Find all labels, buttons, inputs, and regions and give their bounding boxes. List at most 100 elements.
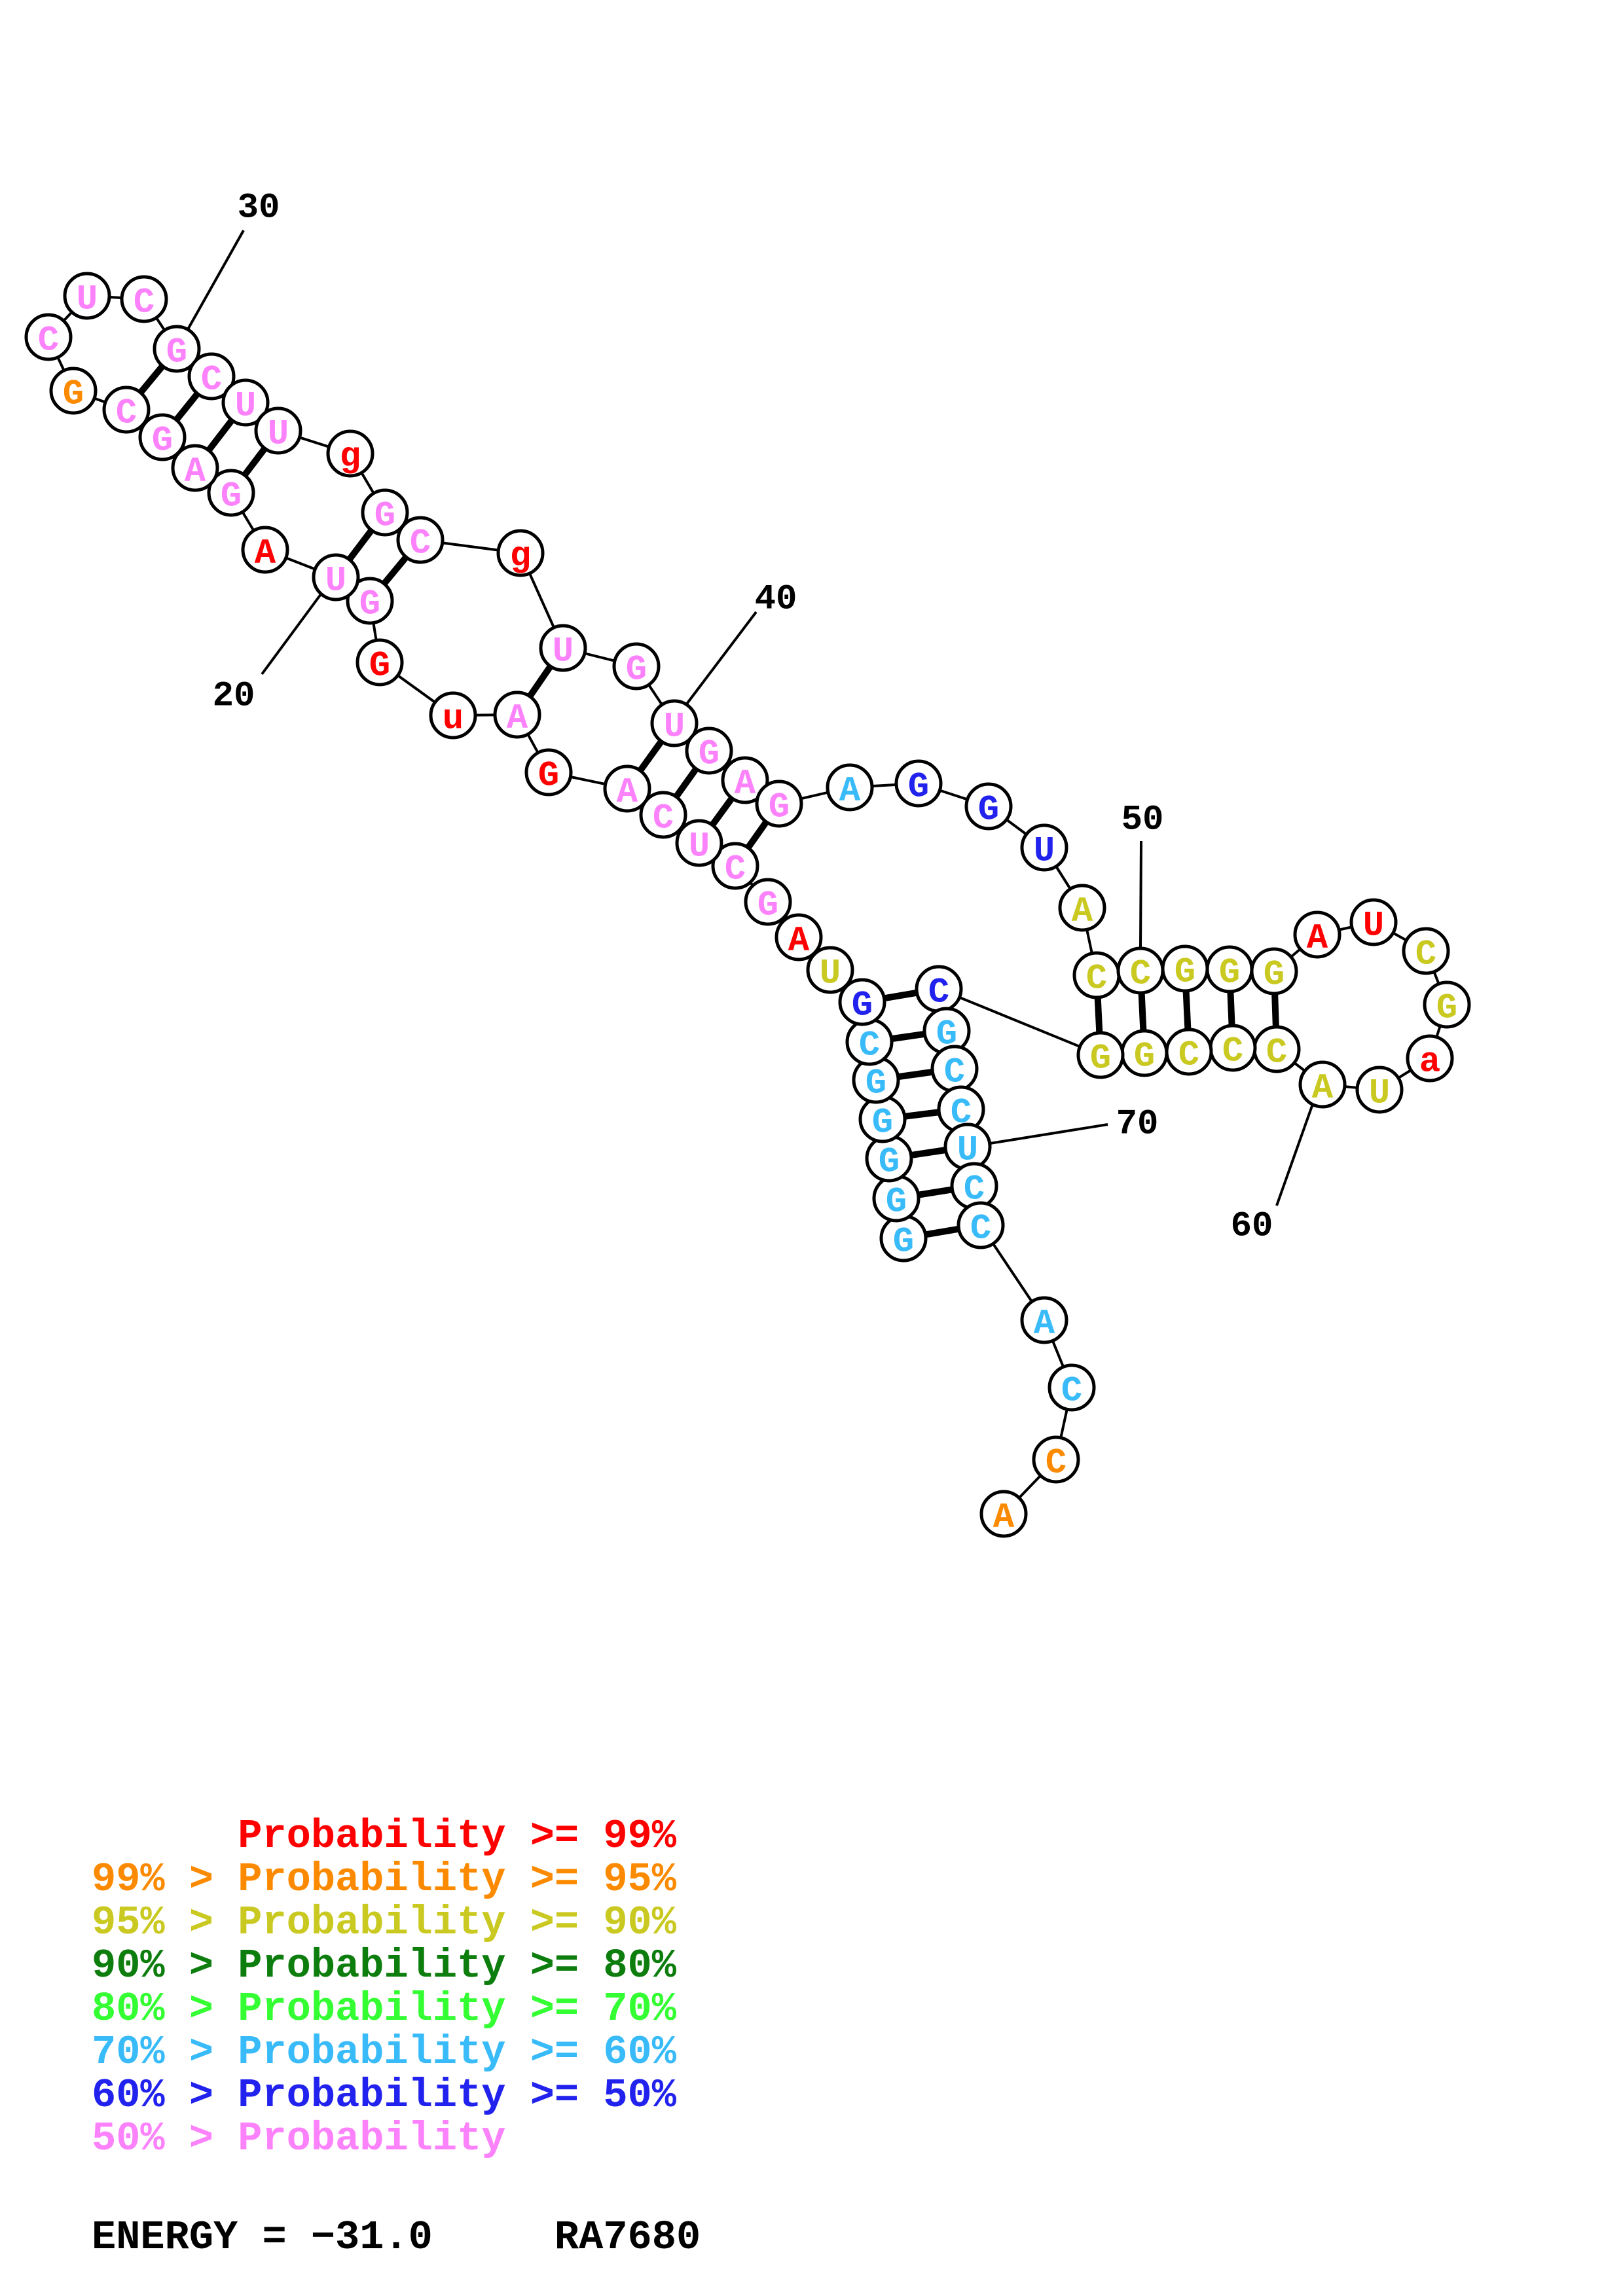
nucleotide-letter: G [886,1182,907,1222]
nucleotide-letter: G [1436,988,1457,1028]
nucleotide-circle [171,444,219,492]
nucleotide-letter: C [38,321,59,361]
nucleotide-letter: G [626,650,647,690]
nucleotide-circle [675,819,723,867]
nucleotide-letter: C [1415,935,1436,975]
position-label: 40 [755,579,797,619]
nucleotide-circle [120,275,168,323]
nucleotide-circle [102,386,151,434]
nucleotide-circle [396,516,445,564]
legend-row: Probability >= 99% [92,1813,676,1859]
nucleotide-circle [49,367,98,415]
nucleotide-circle [346,577,394,625]
nucleotide-circle [1349,898,1398,946]
nucleotide-letter: A [1312,1068,1334,1108]
nucleotide-letter: G [166,332,187,372]
nucleotide-letter: C [1086,959,1107,999]
nucleotide-circle [603,764,651,813]
legend-row: 70% > Probability >= 60% [92,2029,676,2075]
nucleotide-letter: G [866,1064,886,1103]
nucleotide-circle [1032,1435,1080,1484]
nucleotide-letter: G [152,421,173,461]
nucleotide-circle [744,878,792,926]
nucleotide-letter: U [664,707,685,747]
nucleotide-letter: A [993,1498,1015,1537]
nucleotide-letter: A [507,698,528,738]
legend-row: 90% > Probability >= 80% [92,1943,676,1989]
nucleotide-circle [964,782,1013,831]
nucleotide-circle [1058,884,1106,932]
nucleotide-circle [153,325,201,373]
nucleotide-letter: C [116,393,137,433]
nucleotide-letter: G [1264,955,1285,995]
nucleotide-circle [838,978,886,1026]
legend-row: 99% > Probability >= 95% [92,1856,676,1903]
label-pointer-line [1275,1103,1314,1206]
position-label: 60 [1231,1206,1273,1246]
nucleotide-circle [775,913,823,961]
nucleotide-letter: G [852,986,873,1026]
nucleotide-circle [1355,1066,1404,1114]
nucleotide-letter: U [268,414,289,454]
nucleotide-circle [361,488,409,537]
nucleotide-circle [1048,1363,1096,1412]
nucleotide-circle [612,642,661,691]
nucleotide-circle [221,378,270,427]
nucleotide-circle [685,726,733,775]
nucleotide-letter: U [820,954,841,994]
position-label: 20 [213,676,255,716]
position-label: 30 [238,188,280,228]
nucleotide-circle [524,748,573,797]
nucleotide-letter: C [1046,1443,1067,1483]
nucleotide-circle [207,469,255,517]
nucleotide-circle [894,759,943,808]
nucleotide-letter: a [1419,1042,1440,1082]
nucleotide-circle [979,1490,1028,1538]
nucleotide-circle [63,272,111,320]
legend-row: 95% > Probability >= 90% [92,1899,676,1946]
nucleotide-letter: G [1219,953,1240,993]
nucleotide-letter: g [510,537,531,577]
nucleotide-letter: u [443,699,464,739]
nucleotide-circle [957,1201,1005,1249]
backbone-line [938,988,1101,1056]
nucleotide-letter: G [374,496,395,536]
legend-row: 60% > Probability >= 50% [92,2072,676,2119]
nucleotide-letter: U [689,827,710,867]
nucleotide-letter: U [1034,831,1055,871]
nucleotide-circle [187,352,236,401]
nucleotide-circle [254,406,302,455]
nucleotide-letter: G [699,734,720,774]
nucleotide-circle [493,691,541,739]
legend-row: 50% > Probability [92,2115,506,2162]
nucleotide-circle [1406,1034,1454,1083]
nucleotide-letter: A [1307,918,1328,958]
position-label: 70 [1116,1104,1159,1144]
nucleotide-letter: C [1178,1035,1199,1075]
nucleotide-letter: C [859,1026,880,1066]
nucleotide-letter: A [185,452,206,492]
label-pointer-line [989,1123,1108,1145]
nucleotide-letter: G [63,374,84,414]
nucleotide-letter: G [1090,1039,1111,1079]
label-pointer-line [261,593,322,675]
nucleotide-circle [356,638,404,687]
nucleotide-letter: G [908,767,929,807]
nucleotide-letter: A [788,921,810,961]
nucleotide-letter: C [410,524,431,564]
nucleotide-circle [1402,927,1450,975]
nucleotide-circle [650,699,699,747]
nucleotide-circle [1293,910,1341,959]
nucleotide-circle [826,763,874,812]
label-pointer-line [187,230,245,330]
nucleotide-letter: C [653,798,674,838]
nucleotide-letter: g [340,437,361,477]
nucleotide-circle [241,526,289,574]
nucleotide-circle [1020,1296,1068,1344]
nucleotide-letter: A [735,764,756,804]
nucleotide-circle [1076,1031,1125,1079]
nucleotide-circle [1020,823,1068,872]
nucleotide-letter: G [879,1142,900,1182]
nucleotide-letter: G [369,646,390,686]
label-pointer-line [684,611,757,707]
